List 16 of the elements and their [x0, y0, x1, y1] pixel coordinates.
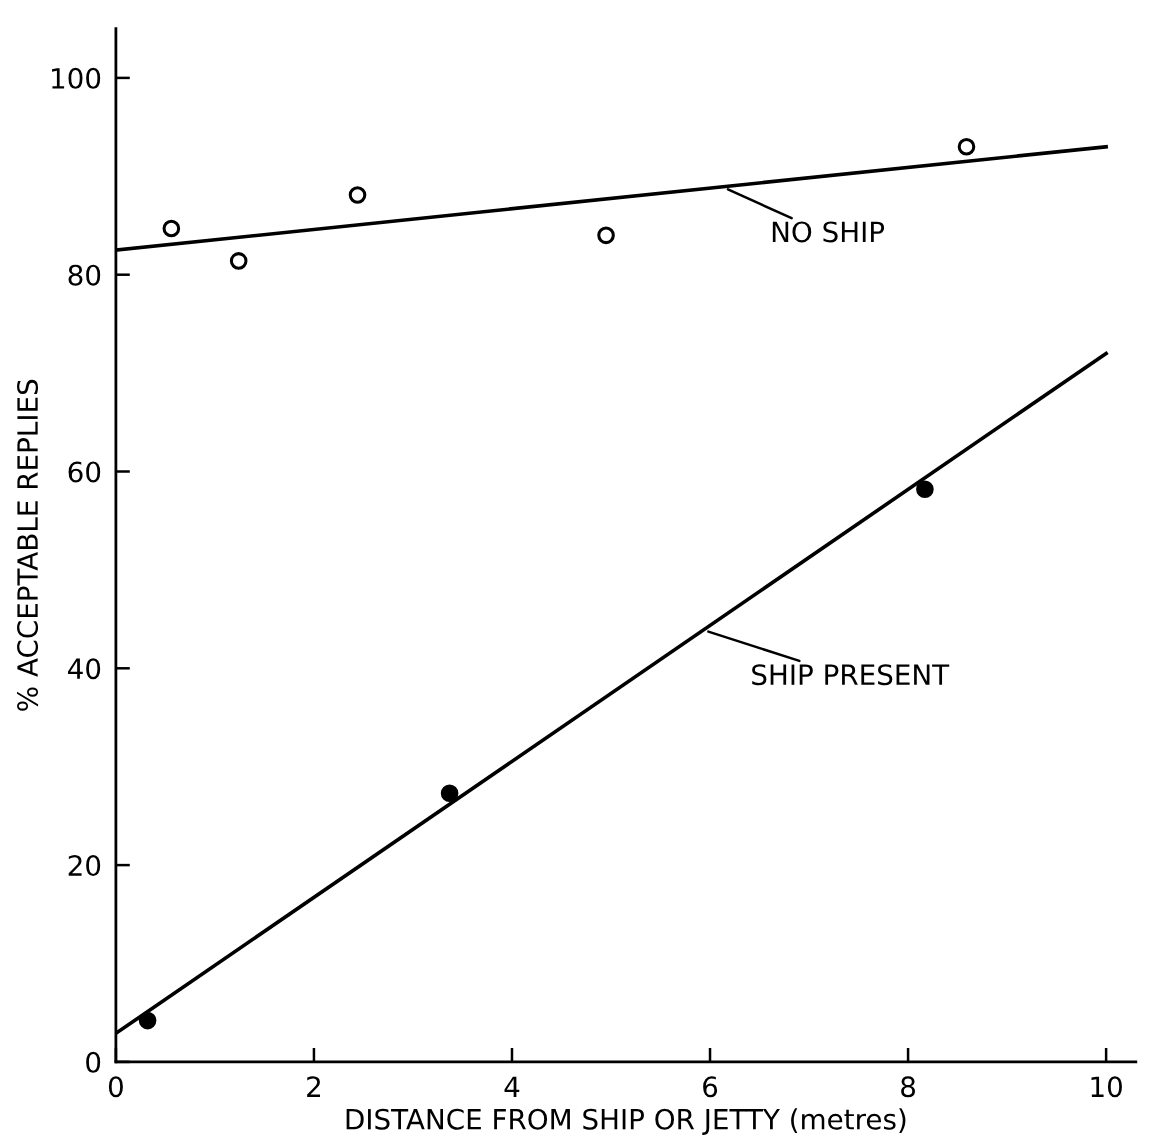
y-tick-label: 0 [86, 1051, 101, 1073]
y-tick-label: 40 [68, 658, 101, 680]
x-tick-label: 6 [703, 1076, 718, 1098]
x-tick-label: 2 [307, 1076, 320, 1097]
x-tick-label: 8 [901, 1076, 916, 1098]
x-tick-label: 10 [1091, 1076, 1122, 1098]
x-tick-label: 0 [108, 1076, 123, 1098]
y-axis-title: % ACCEPTABLE REPLIES [17, 379, 39, 711]
y-tick-label: 20 [68, 855, 101, 877]
y-tick-label: 80 [68, 264, 101, 286]
annotation: SHIP PRESENT [752, 664, 950, 686]
x-axis-title: DISTANCE FROM SHIP OR JETTY (metres) [346, 1108, 906, 1135]
y-tick-label: 100 [52, 67, 101, 89]
annotation: NO SHIP [772, 221, 885, 243]
x-tick-label: 4 [504, 1076, 520, 1097]
y-tick-label: 60 [68, 461, 101, 483]
